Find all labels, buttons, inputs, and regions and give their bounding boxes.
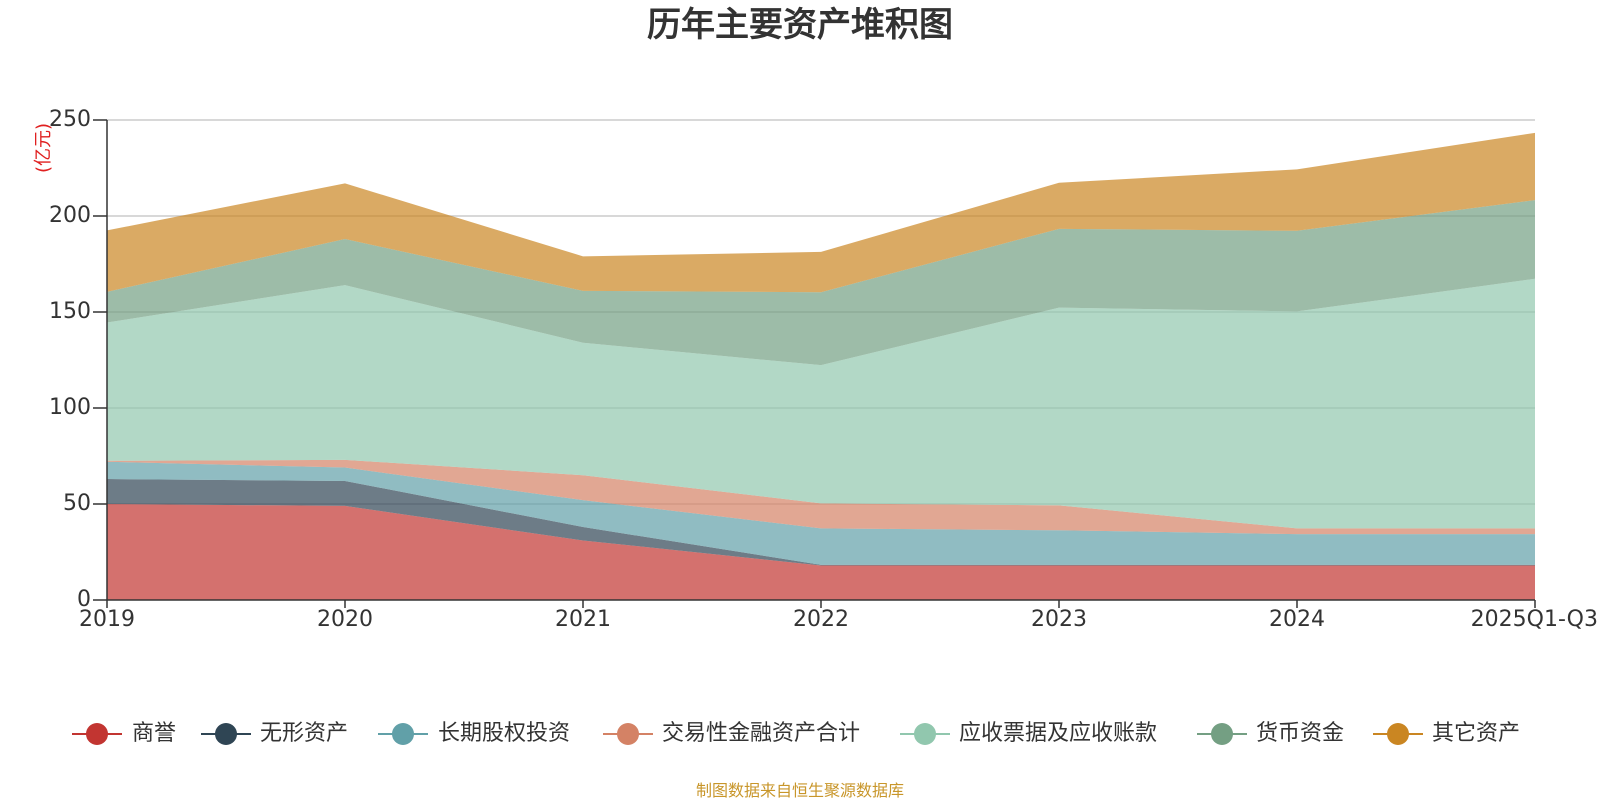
area-series-6 — [107, 132, 1535, 293]
legend-marker — [1387, 723, 1409, 745]
legend-label: 长期股权投资 — [438, 721, 570, 746]
legend-item-3[interactable]: 交易性金融资产合计 — [603, 721, 860, 746]
legend[interactable]: 商誉 无形资产 长期股权投资 交易性金融资产合计 应收票据及应收账款 货币资金 其它资产 — [72, 721, 1520, 746]
y-tick-label: 0 — [77, 587, 91, 612]
area-series-3 — [107, 459, 1535, 535]
chart-title: 历年主要资产堆积图 — [647, 5, 953, 45]
area-series-4 — [107, 278, 1535, 529]
area-series-0 — [107, 504, 1535, 600]
y-tick-label: 100 — [49, 395, 91, 420]
area-series-1 — [107, 479, 1535, 566]
area-series-2 — [107, 461, 1535, 565]
legend-label: 应收票据及应收账款 — [959, 721, 1157, 746]
legend-label: 货币资金 — [1256, 721, 1344, 746]
area-series-group — [107, 132, 1535, 600]
y-tick-label: 50 — [63, 491, 91, 516]
legend-item-6[interactable]: 其它资产 — [1373, 721, 1520, 746]
x-tick-label: 2022 — [793, 607, 849, 632]
area-series-5 — [107, 200, 1535, 366]
y-tick-label: 150 — [49, 299, 91, 324]
legend-marker — [392, 723, 414, 745]
legend-label: 商誉 — [132, 721, 176, 746]
legend-label: 其它资产 — [1432, 721, 1520, 746]
x-tick-label: 2023 — [1031, 607, 1087, 632]
legend-marker — [215, 723, 237, 745]
tick-labels: 0 50 100 150 200 250 2019 2020 2021 2022 2023 2024 2… — [49, 107, 1598, 632]
legend-label: 交易性金融资产合计 — [662, 721, 860, 746]
legend-marker — [1211, 723, 1233, 745]
legend-label: 无形资产 — [260, 721, 348, 746]
legend-marker — [86, 723, 108, 745]
x-tick-label: 2025Q1-Q3 — [1471, 607, 1598, 632]
legend-item-2[interactable]: 长期股权投资 — [378, 721, 570, 746]
x-tick-label: 2024 — [1269, 607, 1325, 632]
x-tick-label: 2021 — [555, 607, 611, 632]
legend-marker — [617, 723, 639, 745]
data-source-note: 制图数据来自恒生聚源数据库 — [696, 781, 904, 800]
legend-item-4[interactable]: 应收票据及应收账款 — [900, 721, 1157, 746]
legend-item-0[interactable]: 商誉 — [72, 721, 176, 746]
x-tick-label: 2020 — [317, 607, 373, 632]
legend-item-1[interactable]: 无形资产 — [201, 721, 348, 746]
x-tick-label: 2019 — [79, 607, 135, 632]
y-axis-unit-label: (亿元) — [33, 123, 54, 173]
y-tick-label: 250 — [49, 107, 91, 132]
legend-item-5[interactable]: 货币资金 — [1197, 721, 1344, 746]
legend-marker — [914, 723, 936, 745]
y-tick-label: 200 — [49, 203, 91, 228]
